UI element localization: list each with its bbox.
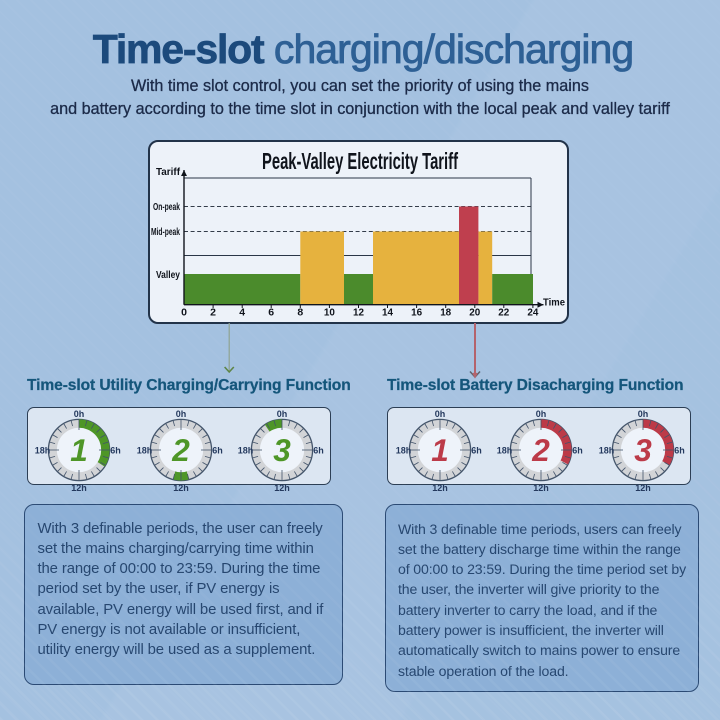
svg-text:0h: 0h: [536, 409, 547, 419]
svg-text:12h: 12h: [635, 483, 651, 493]
svg-text:Tariff: Tariff: [156, 166, 180, 178]
svg-text:12: 12: [353, 307, 364, 319]
svg-text:0h: 0h: [637, 409, 648, 419]
svg-text:2: 2: [171, 432, 190, 468]
svg-text:0h: 0h: [277, 409, 288, 419]
svg-text:0: 0: [181, 307, 187, 319]
svg-text:0h: 0h: [175, 409, 186, 419]
svg-text:14: 14: [382, 307, 393, 319]
svg-text:12h: 12h: [432, 483, 448, 493]
svg-text:18h: 18h: [497, 446, 513, 456]
svg-text:6h: 6h: [674, 446, 685, 456]
svg-text:6h: 6h: [212, 446, 223, 456]
svg-text:2: 2: [531, 432, 550, 468]
svg-text:8: 8: [297, 307, 303, 319]
svg-text:18h: 18h: [35, 446, 51, 456]
svg-text:1: 1: [70, 432, 88, 468]
svg-text:22: 22: [498, 307, 509, 319]
svg-text:20: 20: [469, 307, 480, 319]
svg-text:10: 10: [324, 307, 335, 319]
svg-text:18h: 18h: [238, 446, 254, 456]
svg-text:2: 2: [210, 307, 216, 319]
svg-text:4: 4: [239, 307, 245, 319]
svg-text:6h: 6h: [572, 446, 583, 456]
svg-text:24: 24: [527, 307, 538, 319]
svg-text:18h: 18h: [395, 446, 411, 456]
svg-text:6: 6: [268, 307, 274, 319]
svg-text:On-peak: On-peak: [153, 201, 180, 213]
svg-text:3: 3: [273, 432, 291, 468]
svg-text:18h: 18h: [598, 446, 614, 456]
svg-text:1: 1: [431, 432, 449, 468]
svg-text:Time: Time: [543, 297, 565, 309]
svg-text:12h: 12h: [71, 483, 87, 493]
svg-text:6h: 6h: [471, 446, 482, 456]
svg-text:Valley: Valley: [156, 269, 180, 281]
svg-text:12h: 12h: [274, 483, 290, 493]
svg-text:12h: 12h: [173, 483, 189, 493]
svg-text:6h: 6h: [313, 446, 324, 456]
svg-text:0h: 0h: [74, 409, 85, 419]
svg-text:0h: 0h: [434, 409, 445, 419]
svg-text:16: 16: [411, 307, 422, 319]
svg-text:Mid-peak: Mid-peak: [151, 226, 180, 238]
svg-text:18h: 18h: [136, 446, 152, 456]
svg-text:6h: 6h: [110, 446, 121, 456]
svg-text:Peak-Valley Electricity Tariff: Peak-Valley Electricity Tariff: [262, 148, 458, 174]
svg-text:18: 18: [440, 307, 451, 319]
svg-text:3: 3: [634, 432, 652, 468]
svg-text:12h: 12h: [533, 483, 549, 493]
